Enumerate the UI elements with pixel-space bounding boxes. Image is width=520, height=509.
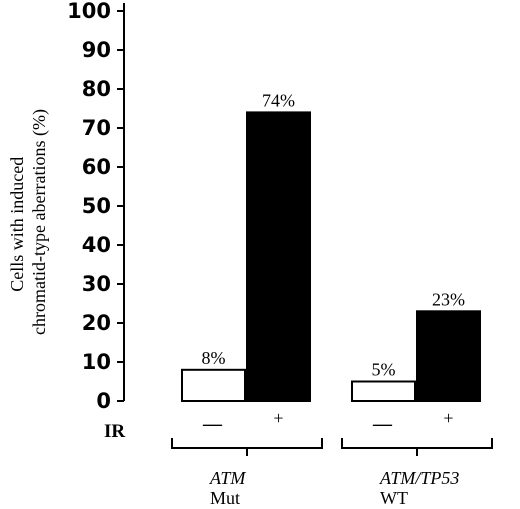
group-brackets — [171, 438, 493, 456]
y-tick-label: 70 — [82, 116, 111, 140]
y-tick-label: 50 — [82, 194, 111, 218]
group-gene-label: ATM — [209, 468, 246, 488]
data-label: 5% — [372, 360, 396, 380]
ir-plus-marker: + — [273, 408, 283, 428]
bars-group: 8% 74% 5% 23% — [181, 90, 481, 403]
y-tick-label: 20 — [82, 311, 111, 335]
bar-atm-irminus — [181, 368, 246, 402]
group-bracket — [341, 438, 493, 449]
y-ticks: 0 10 20 30 40 50 60 70 80 90 100 — [67, 0, 124, 413]
ir-markers: — + — + — [202, 408, 454, 435]
group-status-label: WT — [380, 488, 408, 508]
y-tick-label: 40 — [82, 233, 111, 257]
group-status-label: Mut — [210, 488, 240, 508]
y-tick-label: 80 — [82, 77, 111, 101]
bar-atm-tp53-irminus — [351, 380, 416, 402]
bar-atm-irplus — [246, 111, 311, 403]
ir-minus-marker: — — [372, 414, 393, 435]
ir-plus-marker: + — [443, 408, 453, 428]
ir-minus-marker: — — [202, 414, 223, 435]
y-axis-label-line1: Cells with induced — [7, 157, 27, 292]
data-label: 8% — [202, 348, 226, 368]
y-axis-label-line2: chromatid-type aberrations (%) — [29, 109, 50, 335]
bar-atm-tp53-irplus — [416, 310, 481, 402]
group-bracket — [171, 438, 323, 449]
y-tick-label: 10 — [82, 350, 111, 374]
y-tick-label: 100 — [67, 0, 111, 23]
y-tick-label: 30 — [82, 272, 111, 296]
data-label: 23% — [432, 289, 465, 309]
group-gene-label: ATM/TP53 — [379, 468, 459, 488]
data-label: 74% — [262, 90, 295, 110]
y-tick-label: 60 — [82, 155, 111, 179]
y-tick-label: 90 — [82, 38, 111, 62]
y-tick-label: 0 — [96, 389, 111, 413]
y-axis-label: Cells with induced chromatid-type aberra… — [7, 109, 50, 335]
ir-label: IR — [104, 421, 125, 442]
